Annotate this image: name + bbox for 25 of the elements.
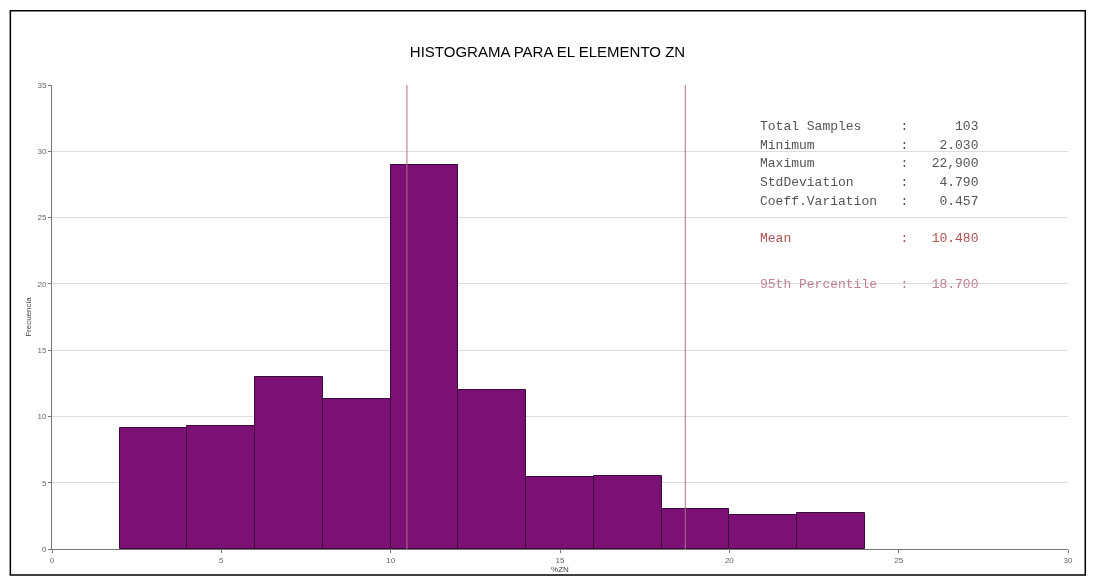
y-axis-title: Frecuencia <box>24 296 34 337</box>
x-tick-label: 25 <box>894 555 904 565</box>
annotation: 95th Percentile : 18.700 <box>760 277 979 292</box>
y-tick-label: 20 <box>37 279 47 289</box>
y-tick-label: 15 <box>37 345 47 355</box>
x-tick-label: 5 <box>219 555 225 565</box>
x-tick-label: 15 <box>555 555 565 565</box>
annotation: Coeff.Variation : 0.457 <box>760 194 979 209</box>
annotation: Total Samples : 103 <box>760 119 979 134</box>
y-tick-label: 5 <box>41 478 47 488</box>
x-tick-label: 0 <box>49 555 55 565</box>
x-tick-label: 30 <box>1063 555 1073 565</box>
chart-title: HISTOGRAMA PARA EL ELEMENTO ZN <box>409 43 686 61</box>
annotation: StdDeviation : 4.790 <box>760 175 979 190</box>
annotation: Minimum : 2.030 <box>760 138 979 153</box>
annotation: Maximum : 22,900 <box>760 156 979 171</box>
y-tick-label: 30 <box>37 147 47 157</box>
annotation: Mean : 10.480 <box>760 231 979 246</box>
y-tick-label: 35 <box>37 80 47 90</box>
y-tick-label: 10 <box>37 412 47 422</box>
x-axis-title: %ZN <box>551 564 570 574</box>
y-tick-label: 25 <box>37 213 47 223</box>
y-tick-label: 0 <box>41 544 47 554</box>
x-tick-label: 20 <box>724 555 735 565</box>
x-tick-label: 10 <box>386 555 396 565</box>
